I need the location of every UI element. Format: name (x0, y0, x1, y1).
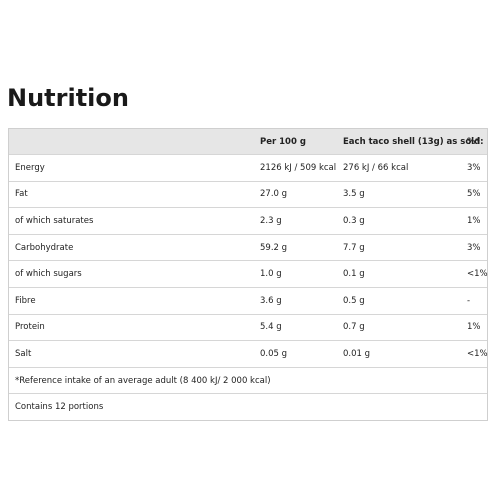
table-cell: of which sugars (15, 269, 82, 280)
table-cell: 0.5 g (343, 295, 365, 306)
table-row: of which saturates 2.3 g 0.3 g 1% (9, 207, 487, 234)
table-row: of which sugars 1.0 g 0.1 g <1% (9, 260, 488, 287)
table-cell: of which saturates (15, 215, 94, 226)
header-row: Per 100 g Each taco shell (13g) as sold:%… (9, 129, 487, 154)
table-row: Protein 5.4 g 0.7 g 1% (9, 313, 487, 341)
footnote-row: *Reference intake of an average adult (8… (9, 366, 487, 394)
table-row: Energy 2126 kJ / 509 kcal 276 kJ / 66 kcal… (9, 154, 487, 181)
table-cell: Energy (15, 162, 45, 173)
table-cell: 59.2 g (260, 242, 288, 253)
table-cell: Fat (15, 189, 28, 200)
table-cell: 1% (467, 322, 481, 333)
table-cell: 3.6 g (260, 295, 282, 306)
table-cell: 1% (467, 215, 481, 226)
table-cell: <1% (467, 269, 488, 280)
table-row: Fat 27.0 g 3.5 g 5% (9, 180, 487, 208)
note-row: Contains 12 portions (9, 393, 487, 420)
table-cell: 3.5 g (343, 189, 365, 200)
table-cell: 0.05 g (260, 348, 288, 359)
table-cell: Protein (15, 322, 45, 333)
table-cell: Carbohydrate (15, 242, 74, 253)
table-cell: 3% (467, 242, 481, 253)
table-cell: <1% (467, 348, 488, 359)
table-row: Carbohydrate 59.2 g 7.7 g 3% (9, 233, 487, 261)
table-cell: 3% (467, 162, 481, 173)
table-cell: - (467, 295, 471, 306)
footnote: *Reference intake of an average adult (8… (15, 375, 271, 386)
table-cell: 0.3 g (343, 215, 365, 226)
table-cell: 0.1 g (343, 269, 365, 280)
title: Nutrition (7, 84, 129, 112)
header-cell: %* (467, 136, 480, 147)
table-cell: 2.3 g (260, 215, 282, 226)
header-cell: Per 100 g (260, 136, 306, 147)
table-cell: Fibre (15, 295, 36, 306)
table-cell: 0.01 g (343, 348, 371, 359)
note: Contains 12 portions (15, 402, 104, 413)
table-row: Fibre 3.6 g 0.5 g - (9, 286, 487, 314)
header-cell: Each taco shell (13g) as sold: (343, 136, 484, 147)
table-cell: 0.7 g (343, 322, 365, 333)
table-cell: 5% (467, 189, 481, 200)
table-cell: 1.0 g (260, 269, 282, 280)
table-row: Salt 0.05 g 0.01 g <1% (9, 340, 488, 367)
table-cell: 5.4 g (260, 322, 282, 333)
table-cell: Salt (15, 348, 32, 359)
table-cell: 276 kJ / 66 kcal (343, 162, 409, 173)
nutrition-table: Per 100 g Each taco shell (13g) as sold:%… (8, 128, 488, 421)
table-cell: 2126 kJ / 509 kcal (260, 162, 337, 173)
table-cell: 27.0 g (260, 189, 288, 200)
table-cell: 7.7 g (343, 242, 365, 253)
